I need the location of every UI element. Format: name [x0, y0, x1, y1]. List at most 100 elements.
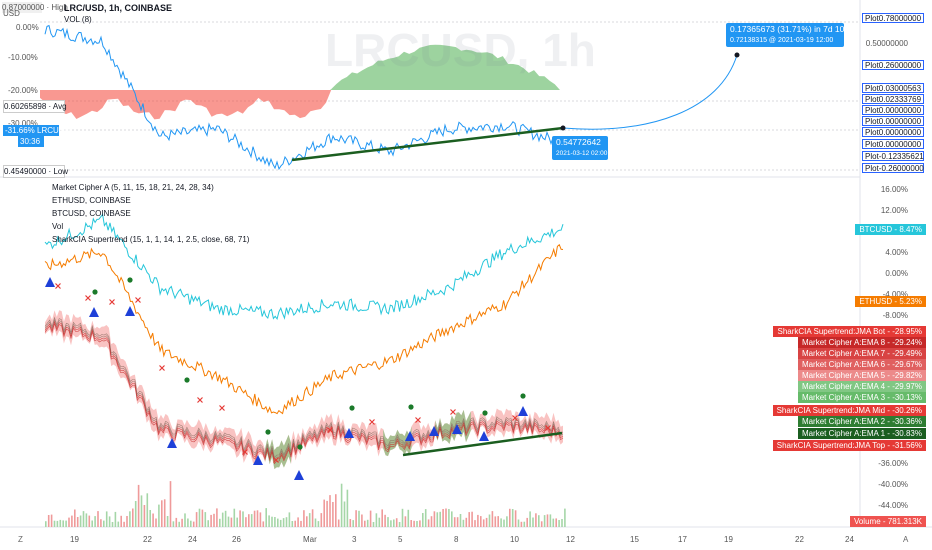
volume-bar — [268, 515, 270, 527]
plot-name: Plot — [865, 117, 879, 126]
volume-bar — [384, 514, 386, 527]
volume-bar — [358, 510, 360, 527]
x-tick: 3 — [352, 535, 357, 544]
volume-bar — [526, 517, 528, 527]
volume-bar — [207, 520, 209, 527]
volume-bar — [120, 515, 122, 527]
volume-bar — [242, 511, 244, 527]
volume-bar — [236, 517, 238, 527]
btcusd-line — [44, 213, 564, 321]
signal-dot — [349, 405, 355, 411]
plot-name: Plot — [865, 106, 879, 115]
plot-value: 0.00000000 — [878, 128, 922, 137]
vol-indicator-label[interactable]: VOL (8) — [64, 15, 92, 24]
volume-bar — [265, 508, 267, 527]
plot-name: Plot — [865, 152, 879, 161]
volume-bar — [532, 517, 534, 527]
volume-bar — [221, 512, 224, 527]
volume-bar — [105, 511, 108, 527]
volume-bar — [195, 512, 198, 527]
plot-name: Plot — [865, 95, 879, 104]
volume-bar — [175, 517, 178, 527]
indicator-value-tag: Market Cipher A:EMA 7 - -29.49% — [797, 348, 926, 359]
volume-bar — [277, 518, 279, 527]
plot-name: Plot — [865, 164, 879, 173]
volume-bar — [364, 520, 366, 527]
volume-bar — [326, 500, 328, 527]
volume-bar — [152, 513, 154, 527]
volume-bar — [503, 519, 505, 527]
volume-bar — [100, 519, 102, 527]
volume-bar — [395, 518, 398, 527]
volume-bar — [65, 520, 67, 527]
indicator-value-tag: Market Cipher A:EMA 2 - -30.36% — [797, 416, 926, 427]
volume-bar — [143, 505, 146, 527]
bottom-y-tick: -36.00% — [878, 459, 908, 468]
volume-bar — [427, 519, 430, 527]
plot-value: 0.02333769 — [878, 95, 922, 104]
volume-bar — [192, 521, 195, 527]
volume-bar — [346, 489, 349, 527]
projection-box[interactable]: 0.17365673 (31.71%) in 7d 10h 0.72138315… — [726, 23, 849, 47]
auto-scale-icon[interactable]: A — [903, 535, 909, 544]
signal-dot — [482, 410, 488, 416]
volume-bar — [506, 516, 508, 527]
legend-market-cipher[interactable]: Market Cipher A (5, 11, 15, 18, 21, 24, … — [52, 183, 214, 192]
volume-bar — [375, 513, 378, 527]
volume-bar — [323, 499, 325, 527]
volume-bar — [430, 516, 433, 527]
volume-bar — [540, 521, 543, 527]
legend-vol[interactable]: Vol — [52, 222, 64, 231]
indicator-value-tag: SharkCIA Supertrend:JMA Top - -31.56% — [772, 440, 926, 451]
x-tick: Mar — [303, 535, 317, 544]
volume-bar — [436, 512, 439, 527]
signal-dot — [92, 289, 98, 295]
sell-signal-cross — [135, 297, 141, 303]
volume-bar — [62, 520, 64, 527]
volume-bar — [285, 517, 288, 527]
volume-bar — [132, 508, 134, 527]
volume-bar — [471, 511, 473, 527]
price-point-box[interactable]: 0.54772642 2021-03-12 02:00 — [552, 136, 608, 160]
volume-bar — [282, 518, 285, 527]
timezone-icon[interactable]: Z — [18, 535, 23, 544]
volume-bar — [445, 508, 447, 527]
buy-signal-triangle — [344, 428, 354, 438]
legend-btcusd[interactable]: BTCUSD, COINBASE — [52, 209, 131, 218]
volume-bar — [538, 515, 540, 527]
bottom-trendline — [402, 431, 563, 457]
x-tick: 26 — [232, 535, 241, 544]
volume-bar — [53, 520, 56, 527]
volume-bar — [291, 521, 294, 527]
indicator-value-tag: Market Cipher A:EMA 4 - -29.97% — [797, 381, 926, 392]
volume-bar — [410, 520, 412, 527]
plot-tag: Plot 0.00000000 — [862, 105, 924, 115]
volume-bar — [91, 520, 93, 527]
volume-bar — [372, 522, 375, 527]
projection-curve — [562, 54, 738, 130]
volume-bar — [468, 512, 470, 527]
top-trendline — [291, 126, 564, 162]
volume-bar — [453, 517, 456, 527]
sell-signal-cross — [369, 419, 375, 425]
volume-bar — [114, 511, 117, 527]
x-tick: 12 — [566, 535, 575, 544]
volume-bar — [509, 508, 511, 527]
y-tick-30: -30.00% — [8, 119, 38, 128]
bottom-y-tick: -40.00% — [878, 480, 908, 489]
legend-ethusd[interactable]: ETHUSD, COINBASE — [52, 196, 131, 205]
legend-supertrend[interactable]: SharkCIA Supertrend (15, 1, 1, 14, 1, 2.… — [52, 235, 250, 244]
plot-name: Plot — [865, 14, 879, 23]
volume-bar — [465, 517, 468, 527]
volume-bar — [343, 501, 346, 527]
volume-bar — [488, 514, 491, 527]
x-tick: 8 — [454, 535, 459, 544]
indicator-value-tag: SharkCIA Supertrend:JMA Mid - -30.26% — [772, 405, 926, 416]
price-point-value: 0.54772642 — [556, 137, 601, 147]
sell-signal-cross — [415, 417, 421, 423]
plot-name: Plot — [865, 61, 879, 70]
volume-bar — [311, 509, 314, 527]
volume-bar — [337, 519, 340, 527]
ema-line — [44, 320, 564, 463]
